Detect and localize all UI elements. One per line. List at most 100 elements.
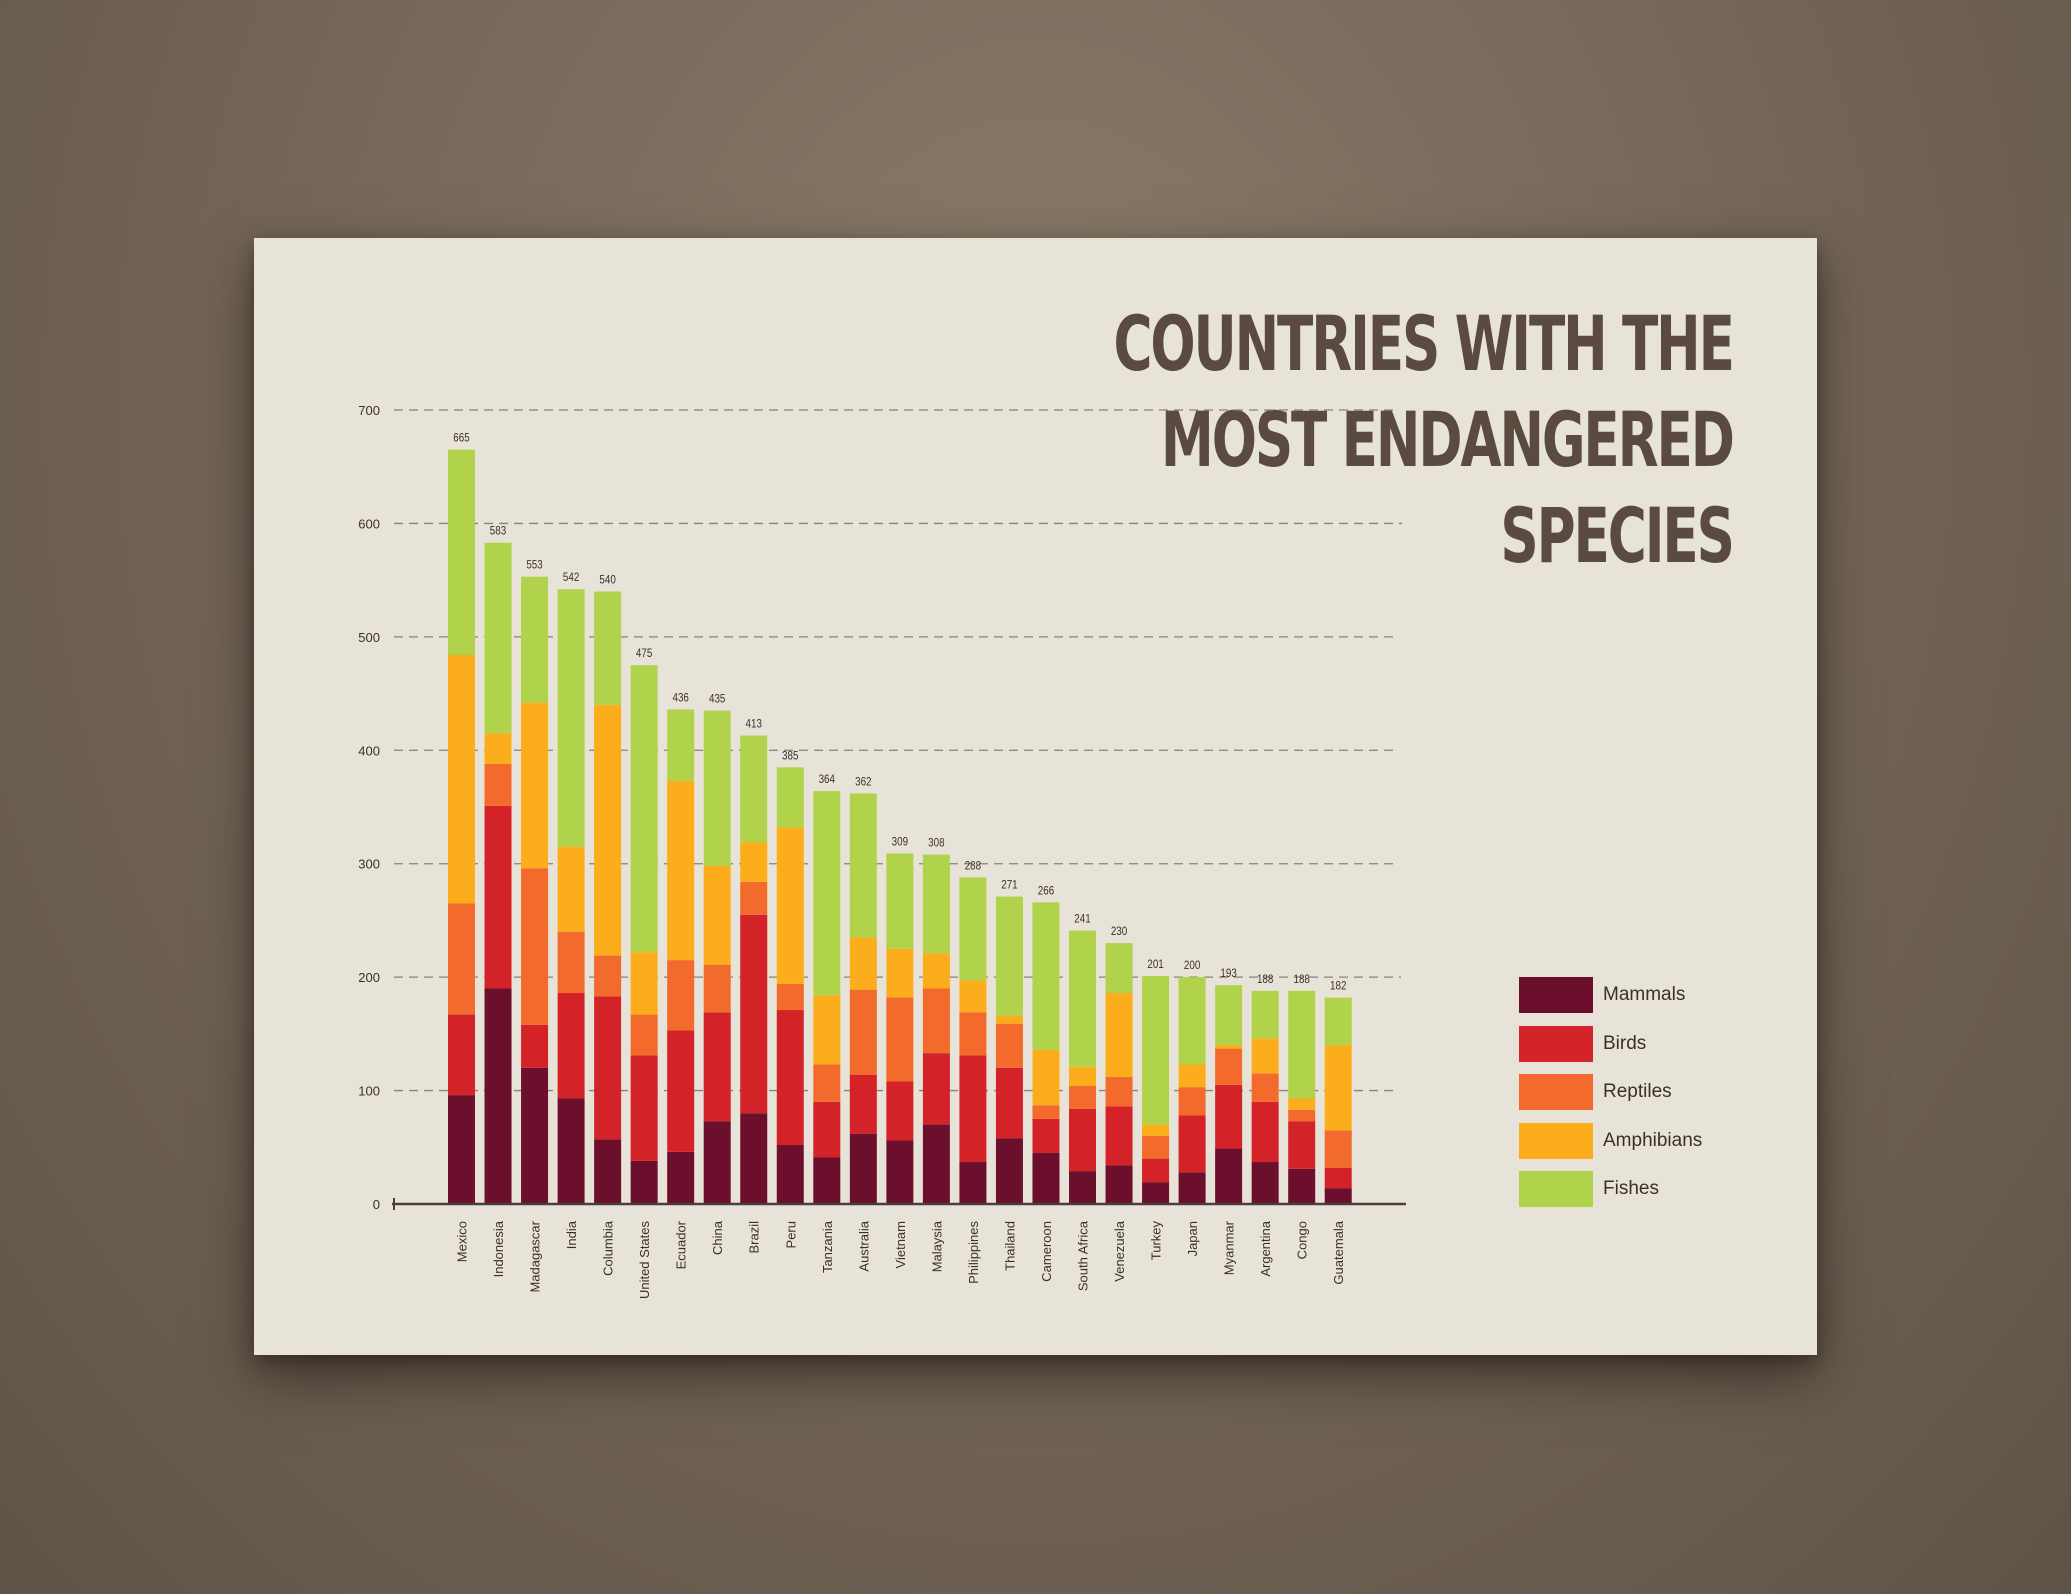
bar-tanzania-mammals — [813, 1157, 841, 1204]
bar-guatemala-mammals — [1324, 1188, 1352, 1204]
x-tick-label-argentina: Argentina — [1258, 1220, 1273, 1276]
total-label-china: 435 — [709, 693, 725, 706]
bar-china-birds — [703, 1012, 731, 1122]
bar-thailand-birds — [995, 1067, 1023, 1139]
total-label-thailand: 271 — [1001, 879, 1017, 892]
bar-malaysia-birds — [922, 1053, 950, 1125]
bar-india-fishes — [557, 589, 585, 847]
y-tick-label-700: 700 — [358, 403, 380, 418]
legend-item-reptiles: Reptiles — [1519, 1074, 1702, 1110]
total-label-vietnam: 309 — [892, 836, 908, 849]
bar-thailand-reptiles — [995, 1023, 1023, 1068]
bar-china-reptiles — [703, 964, 731, 1013]
x-tick-label-mexico: Mexico — [455, 1221, 470, 1262]
x-tick-label-india: India — [564, 1220, 579, 1249]
bar-argentina-amphibians — [1251, 1038, 1279, 1074]
x-tick-label-japan: Japan — [1185, 1221, 1200, 1256]
bar-thailand-mammals — [995, 1138, 1023, 1204]
x-tick-label-vietnam: Vietnam — [893, 1221, 908, 1268]
bar-madagascar-birds — [521, 1024, 549, 1068]
bar-madagascar-mammals — [521, 1067, 549, 1204]
bar-brazil-mammals — [740, 1113, 768, 1204]
bar-columbia-fishes — [594, 591, 622, 705]
bar-philippines-mammals — [959, 1162, 987, 1204]
total-label-south-africa: 241 — [1074, 913, 1090, 926]
bar-australia-amphibians — [849, 937, 877, 990]
bar-congo-mammals — [1288, 1168, 1316, 1204]
x-tick-label-south-africa: South Africa — [1076, 1220, 1091, 1291]
bar-turkey-amphibians — [1142, 1124, 1170, 1136]
bar-guatemala-amphibians — [1324, 1045, 1352, 1131]
bar-vietnam-reptiles — [886, 997, 914, 1082]
bar-vietnam-mammals — [886, 1140, 914, 1204]
bar-ecuador-mammals — [667, 1151, 695, 1204]
bar-china-amphibians — [703, 865, 731, 965]
bar-australia-birds — [849, 1074, 877, 1134]
x-tick-label-congo: Congo — [1295, 1221, 1310, 1259]
bar-venezuela-reptiles — [1105, 1076, 1133, 1107]
bar-malaysia-amphibians — [922, 953, 950, 989]
bar-turkey-birds — [1142, 1158, 1170, 1183]
bar-guatemala-fishes — [1324, 997, 1352, 1046]
bar-argentina-birds — [1251, 1101, 1279, 1163]
bar-vietnam-amphibians — [886, 948, 914, 998]
bar-turkey-mammals — [1142, 1182, 1170, 1204]
x-tick-label-malaysia: Malaysia — [929, 1220, 944, 1272]
bar-indonesia-reptiles — [484, 763, 512, 806]
bar-china-mammals — [703, 1121, 731, 1204]
bar-madagascar-reptiles — [521, 868, 549, 1025]
bar-japan-fishes — [1178, 977, 1206, 1065]
chart-legend: Mammals Birds Reptiles Amphibians Fishes — [1519, 977, 1702, 1220]
bar-ecuador-fishes — [667, 709, 695, 781]
bar-mexico-amphibians — [448, 655, 475, 904]
bar-cameroon-amphibians — [1032, 1049, 1060, 1106]
bar-united-states-reptiles — [630, 1014, 658, 1056]
y-tick-label-200: 200 — [358, 970, 380, 985]
bar-united-states-mammals — [630, 1160, 658, 1204]
bar-mexico-birds — [448, 1014, 475, 1096]
bar-indonesia-amphibians — [484, 733, 512, 764]
bar-madagascar-amphibians — [521, 702, 549, 869]
bar-peru-mammals — [776, 1145, 804, 1204]
y-tick-label-600: 600 — [358, 516, 380, 531]
bar-peru-fishes — [776, 767, 804, 828]
bar-myanmar-reptiles — [1215, 1048, 1243, 1085]
legend-label-amphibians: Amphibians — [1603, 1129, 1703, 1151]
bar-malaysia-mammals — [922, 1124, 950, 1204]
bar-japan-birds — [1178, 1115, 1206, 1173]
bar-indonesia-fishes — [484, 542, 512, 734]
bar-ecuador-birds — [667, 1030, 695, 1152]
bar-malaysia-reptiles — [922, 988, 950, 1054]
legend-item-fishes: Fishes — [1519, 1171, 1702, 1207]
bar-argentina-mammals — [1251, 1162, 1279, 1204]
bar-venezuela-mammals — [1105, 1165, 1133, 1204]
bar-philippines-amphibians — [959, 980, 987, 1013]
legend-item-amphibians: Amphibians — [1519, 1122, 1703, 1159]
total-label-japan: 200 — [1184, 959, 1200, 972]
bar-tanzania-reptiles — [813, 1064, 841, 1102]
total-label-australia: 362 — [855, 776, 871, 789]
bar-south-africa-mammals — [1069, 1171, 1097, 1204]
x-tick-label-venezuela: Venezuela — [1112, 1220, 1127, 1281]
bar-thailand-amphibians — [995, 1015, 1023, 1024]
legend-label-fishes: Fishes — [1603, 1178, 1659, 1199]
x-tick-label-brazil: Brazil — [747, 1221, 762, 1254]
x-tick-label-madagascar: Madagascar — [528, 1220, 543, 1292]
bar-columbia-reptiles — [594, 955, 622, 997]
bar-tanzania-fishes — [813, 791, 841, 996]
bar-turkey-reptiles — [1142, 1135, 1170, 1159]
bar-philippines-fishes — [959, 877, 987, 981]
bar-vietnam-fishes — [886, 853, 914, 949]
bar-united-states-fishes — [630, 665, 658, 953]
legend-swatch-reptiles — [1519, 1074, 1593, 1110]
bar-myanmar-mammals — [1215, 1148, 1243, 1204]
bar-india-mammals — [557, 1098, 585, 1204]
bar-brazil-reptiles — [740, 881, 768, 915]
bar-united-states-amphibians — [630, 952, 658, 1015]
bar-argentina-reptiles — [1251, 1073, 1279, 1102]
chart-title-line-1: COUNTRIES WITH THE — [1113, 299, 1735, 388]
bar-myanmar-fishes — [1215, 985, 1243, 1046]
bar-venezuela-amphibians — [1105, 993, 1133, 1077]
x-tick-label-columbia: Columbia — [601, 1220, 616, 1276]
y-tick-label-100: 100 — [358, 1084, 380, 1099]
